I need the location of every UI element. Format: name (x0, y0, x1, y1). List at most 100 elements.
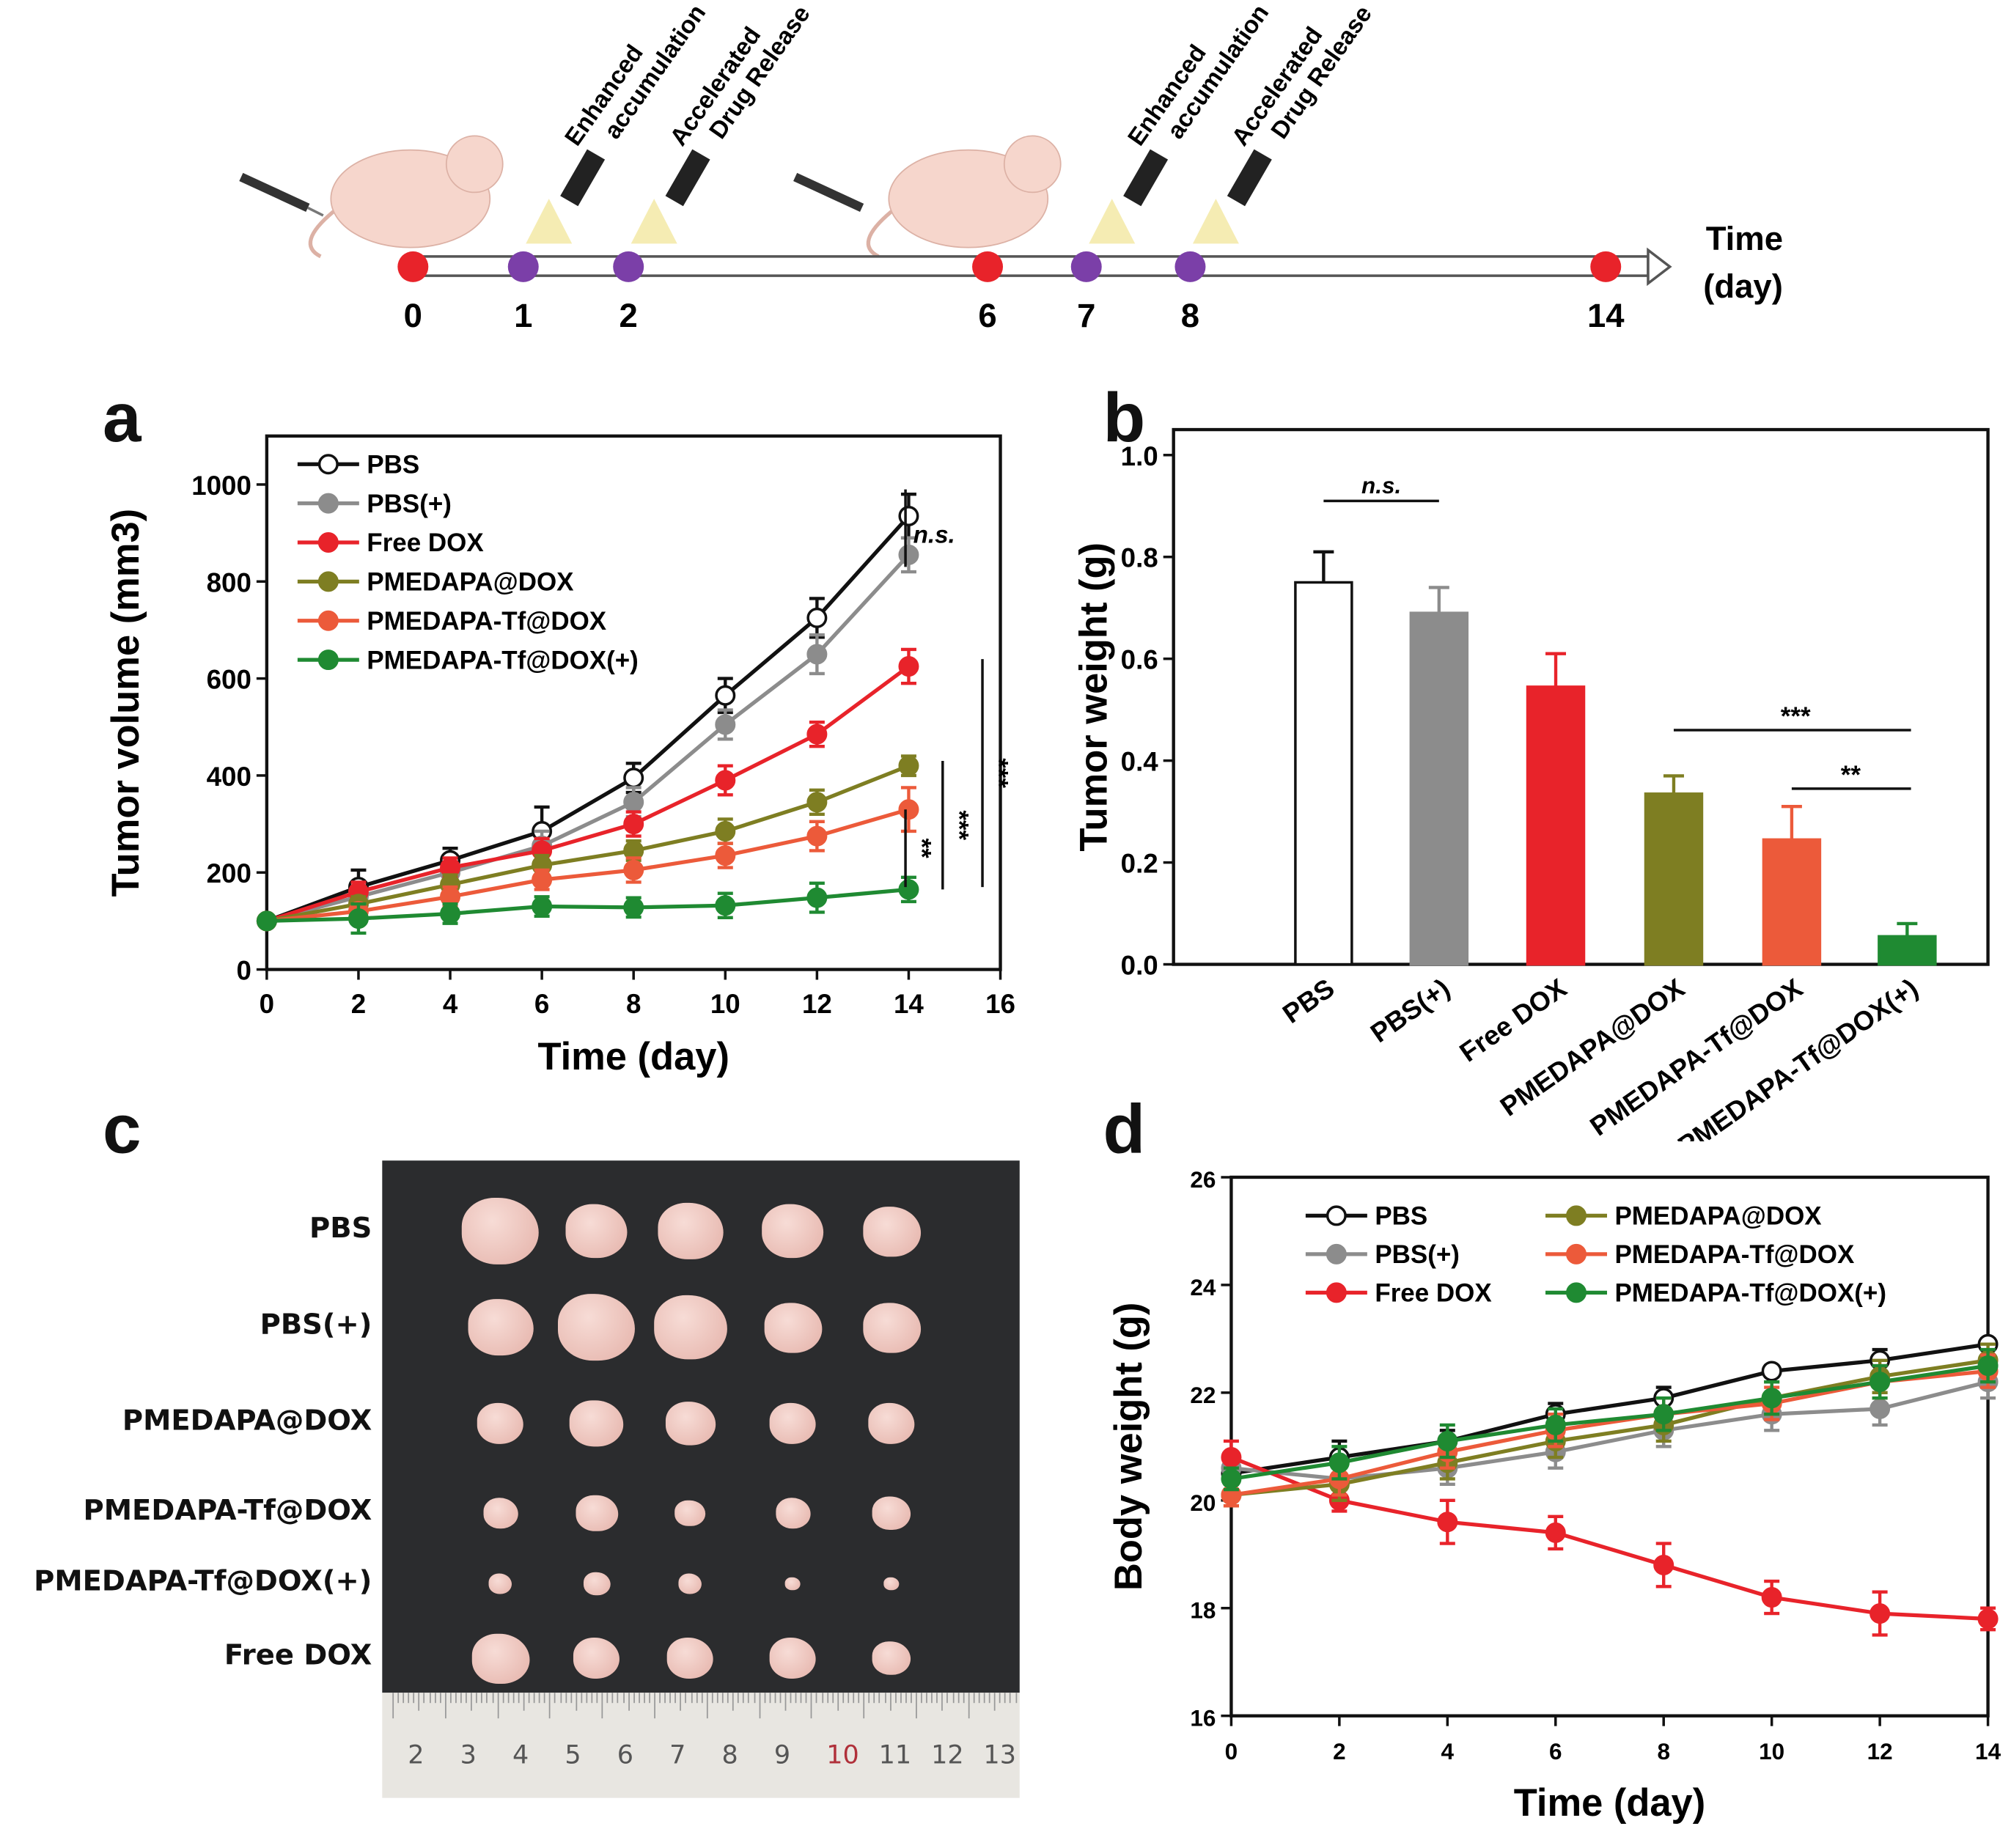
photo-row-label: PMEDAPA@DOX (122, 1405, 372, 1438)
x-tick-label: 14 (1975, 1739, 2001, 1764)
data-point (806, 825, 828, 847)
ruler-tick (988, 1693, 990, 1704)
tumor-volume-chart: 0 2 4 6 8 10 12 14 16 0 200 400 600 800 1000 Time (day)… (104, 434, 1015, 1078)
y-axis-label: Tumor volume (mm3) (104, 509, 147, 897)
y-tick-label: 22 (1190, 1383, 1216, 1408)
laser-icon (630, 149, 710, 244)
timeline-point-day-14 (1590, 251, 1622, 282)
series-line (266, 553, 911, 923)
y-tick-label: 0.6 (1121, 645, 1158, 675)
legend-label: Free DOX (367, 529, 484, 557)
laser-beam (1192, 199, 1239, 244)
tumor-sample (868, 1403, 915, 1444)
data-point (715, 685, 736, 706)
ruler-tick (466, 1693, 467, 1704)
photo-row-label: Free DOX (224, 1640, 372, 1673)
tumor-sample (482, 1498, 518, 1528)
y-axis-label: Body weight (g) (1107, 1303, 1150, 1591)
legend-marker (1326, 1282, 1347, 1303)
ruler-tick (680, 1693, 682, 1711)
ruler-tick (963, 1693, 965, 1704)
data-point (1977, 1355, 1999, 1377)
x-tick-label: 8 (626, 989, 641, 1019)
ruler-tick (497, 1693, 499, 1719)
ruler-tick (936, 1693, 938, 1704)
laser-icon (526, 149, 606, 244)
data-point (532, 896, 553, 917)
ruler-tick (444, 1693, 446, 1719)
bar (1526, 685, 1586, 966)
data-point (1437, 1430, 1458, 1451)
tumor-sample (569, 1399, 624, 1447)
series-line (266, 887, 909, 924)
x-tick-label: 6 (534, 989, 549, 1019)
ruler-tick (685, 1693, 687, 1704)
tumor-sample (784, 1577, 801, 1591)
x-tick-label: 12 (802, 989, 832, 1019)
series-line (1231, 1342, 1988, 1476)
data-point (623, 814, 644, 835)
legend-marker (317, 454, 339, 475)
data-point (1545, 1522, 1566, 1543)
ruler-tick (831, 1693, 834, 1704)
ruler-tick (921, 1693, 922, 1704)
ruler-tick (512, 1693, 515, 1704)
ruler-tick (853, 1693, 855, 1704)
ruler-tick (591, 1693, 593, 1704)
ruler-tick (471, 1693, 473, 1711)
ruler-tick (801, 1693, 802, 1704)
ruler-tick (664, 1693, 666, 1704)
tumor-sample (674, 1500, 706, 1527)
syringe-icon (793, 172, 864, 212)
tumor-sample (769, 1638, 816, 1679)
tumor-sample (583, 1572, 610, 1596)
ruler-tick (826, 1693, 828, 1704)
ruler-tick (879, 1693, 880, 1704)
ruler-tick (900, 1693, 902, 1704)
ruler-tick (910, 1693, 912, 1704)
data-point (715, 770, 736, 791)
series-line (1231, 1380, 1989, 1481)
legend-label: PBS(+) (367, 490, 452, 518)
ruler-tick (732, 1693, 734, 1711)
y-tick-label: 0.8 (1121, 543, 1158, 573)
ruler-tick (873, 1693, 875, 1704)
ruler-tick (581, 1693, 583, 1704)
tumor-sample (775, 1498, 810, 1528)
y-axis-label: Tumor weight (g) (1077, 542, 1115, 852)
photo-row-label: PBS (309, 1212, 372, 1245)
photo-row-label: PBS(+) (260, 1309, 372, 1341)
data-point (715, 845, 736, 866)
data-point (623, 792, 644, 813)
laser-device (560, 149, 606, 207)
ruler-tick (848, 1693, 850, 1704)
bar (1294, 581, 1353, 966)
ruler-tick (565, 1693, 567, 1704)
ruler-tick (429, 1693, 431, 1704)
ruler-tick (774, 1693, 776, 1704)
ruler-tick (727, 1693, 729, 1704)
bar (1409, 611, 1469, 966)
ruler-tick (748, 1693, 750, 1704)
panel-label-a: a (102, 379, 141, 457)
timeline-axis (402, 255, 1650, 277)
data-point (898, 879, 919, 900)
ruler-tick (994, 1693, 996, 1711)
tumor-sample (666, 1638, 713, 1679)
ruler-tick (559, 1693, 562, 1704)
ruler-tick (534, 1693, 535, 1704)
data-point (1761, 1388, 1782, 1409)
ruler-tick (769, 1693, 771, 1704)
legend-label: PMEDAPA-Tf@DOX (1614, 1240, 1854, 1269)
ruler-tick (402, 1693, 405, 1704)
data-point (623, 859, 644, 880)
ruler-tick (628, 1693, 630, 1711)
data-point (1221, 1468, 1242, 1490)
tumor-sample (488, 1573, 512, 1594)
ruler-number: 4 (512, 1739, 529, 1770)
ruler-tick (821, 1693, 823, 1704)
data-point (1653, 1554, 1674, 1575)
tumor-sample (862, 1206, 921, 1256)
x-tick-label: 2 (351, 989, 366, 1019)
ruler-tick (518, 1693, 520, 1704)
